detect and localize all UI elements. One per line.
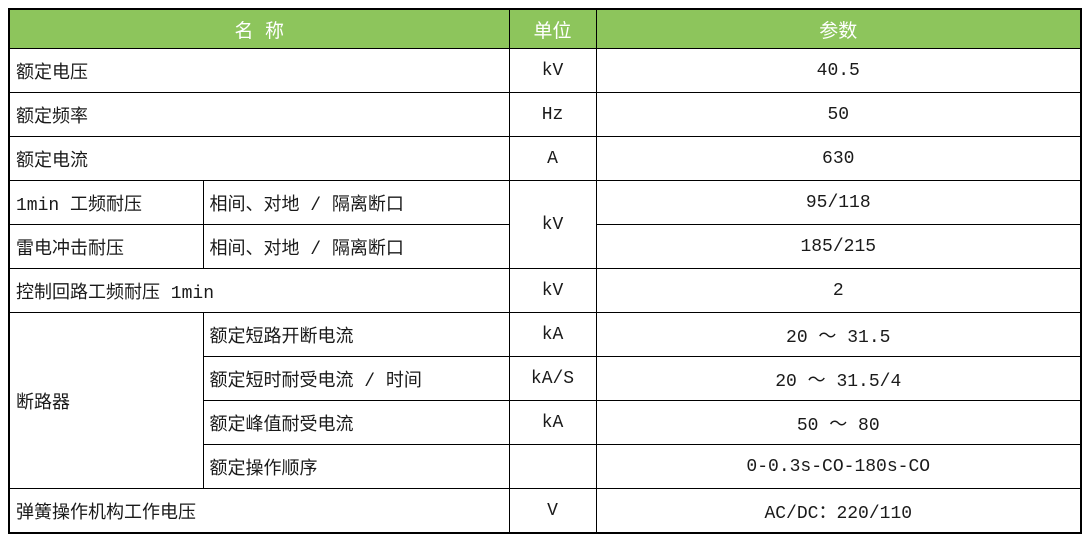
unit-spring-mechanism-voltage: V [508, 488, 597, 534]
unit-peak-withstand-current: kA [508, 400, 597, 445]
param-peak-withstand-current: 50 ～ 80 [595, 400, 1082, 445]
name-lightning-impulse: 雷电冲击耐压 [8, 224, 204, 269]
param-operating-sequence: 0-0.3s-CO-180s-CO [595, 444, 1082, 489]
unit-short-time-current: kA/S [508, 356, 597, 401]
table-row: 额定短时耐受电流 / 时间 kA/S 20 ～ 31.5/4 [9, 356, 1082, 401]
scope-power-freq-withstand: 相间、对地 / 隔离断口 [202, 180, 510, 225]
param-spring-mechanism-voltage: AC/DC：220/110 [595, 488, 1082, 534]
param-power-freq-withstand: 95/118 [595, 180, 1082, 225]
unit-rated-breaking-current: kA [508, 312, 597, 357]
name-power-freq-withstand: 1min 工频耐压 [8, 180, 204, 225]
table-row: 弹簧操作机构工作电压 V AC/DC：220/110 [8, 488, 1082, 534]
table-row: 断路器 额定短路开断电流 kA 20 ～ 31.5 [8, 312, 1082, 489]
name-operating-sequence: 额定操作顺序 [202, 444, 510, 489]
unit-control-circuit-withstand: kV [508, 268, 597, 313]
table-header-row: 名 称 单位 参数 [8, 8, 1082, 49]
param-lightning-impulse: 185/215 [595, 224, 1082, 269]
col-header-param: 参数 [595, 8, 1082, 49]
group-circuit-breaker: 断路器 [8, 312, 204, 489]
col-header-name: 名 称 [8, 8, 510, 49]
name-rated-frequency: 额定频率 [8, 92, 510, 137]
table-row: 额定峰值耐受电流 kA 50 ～ 80 [9, 400, 1082, 445]
table-row: 额定操作顺序 0-0.3s-CO-180s-CO [9, 444, 1082, 489]
unit-operating-sequence [508, 444, 597, 489]
param-rated-frequency: 50 [595, 92, 1082, 137]
name-short-time-current: 额定短时耐受电流 / 时间 [202, 356, 510, 401]
table-row: 控制回路工频耐压 1min kV 2 [8, 268, 1082, 313]
unit-withstand-voltage: kV [508, 180, 597, 269]
param-rated-voltage: 40.5 [595, 48, 1082, 93]
col-header-unit: 单位 [508, 8, 597, 49]
unit-rated-voltage: kV [508, 48, 597, 93]
param-short-time-current: 20 ～ 31.5/4 [595, 356, 1082, 401]
param-rated-breaking-current: 20 ～ 31.5 [595, 312, 1082, 357]
table-row: 额定电流 A 630 [8, 136, 1082, 181]
technical-parameters-table: 名 称 单位 参数 额定电压 kV 40.5 额定频率 Hz 50 额定电流 A… [8, 8, 1082, 534]
name-rated-breaking-current: 额定短路开断电流 [202, 312, 510, 357]
scope-lightning-impulse: 相间、对地 / 隔离断口 [202, 224, 510, 269]
table-row: 额定电压 kV 40.5 [8, 48, 1082, 93]
param-control-circuit-withstand: 2 [595, 268, 1082, 313]
name-peak-withstand-current: 额定峰值耐受电流 [202, 400, 510, 445]
unit-rated-current: A [508, 136, 597, 181]
param-rated-current: 630 [595, 136, 1082, 181]
table-row: 额定频率 Hz 50 [8, 92, 1082, 137]
name-control-circuit-withstand: 控制回路工频耐压 1min [8, 268, 510, 313]
table-row: 雷电冲击耐压 相间、对地 / 隔离断口 185/215 [8, 224, 1082, 269]
name-spring-mechanism-voltage: 弹簧操作机构工作电压 [8, 488, 510, 534]
name-rated-voltage: 额定电压 [8, 48, 510, 93]
table-row: 1min 工频耐压 相间、对地 / 隔离断口 kV 95/118 [8, 180, 1082, 269]
name-rated-current: 额定电流 [8, 136, 510, 181]
unit-rated-frequency: Hz [508, 92, 597, 137]
